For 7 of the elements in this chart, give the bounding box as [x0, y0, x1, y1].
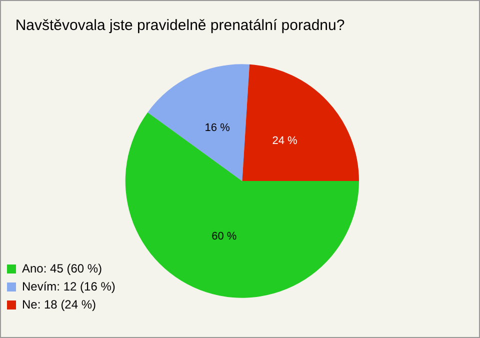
legend-label: Ano: 45 (60 %): [22, 261, 102, 276]
data-label: 16 %: [204, 122, 230, 134]
legend-label: Ne: 18 (24 %): [22, 297, 96, 312]
legend-label: Nevím: 12 (16 %): [22, 279, 116, 294]
chart-title: Navštěvovala jste pravidelně prenatální poradnu?: [15, 17, 345, 34]
data-label: 24 %: [272, 135, 298, 148]
data-label: 60 %: [212, 230, 237, 243]
